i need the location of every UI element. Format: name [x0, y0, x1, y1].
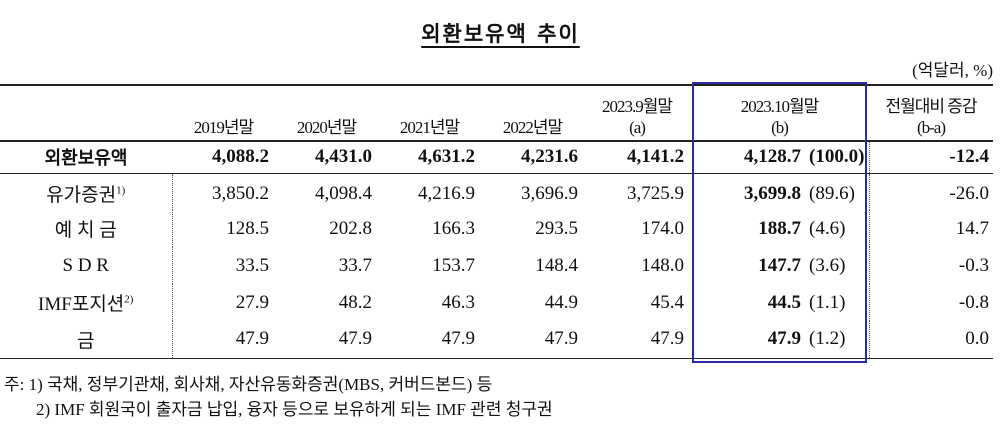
value-cell: 47.9 — [338, 328, 372, 350]
current-cell: 4,128.7 — [744, 146, 801, 168]
header-text: (b-a) — [916, 118, 946, 137]
row-label: IMF포지션2) — [0, 284, 173, 321]
footnote-mark: 2) — [124, 293, 134, 306]
value-cell: 47.9 — [441, 328, 475, 350]
note: 2) IMF 회원국이 출자금 납입, 융자 등으로 보유하게 되는 IMF 관… — [36, 400, 553, 419]
header-text: 2022년말 — [502, 118, 563, 137]
data-row: 예 치 금 128.5 202.8 166.3 293.5 174.0 188.7 (4.6)… — [0, 210, 993, 247]
value-cell: 148.4 — [535, 254, 578, 276]
row-label-text: 금 — [77, 330, 95, 352]
header-cell: 2019년말 — [172, 85, 275, 141]
current-cell: 188.7 — [758, 217, 801, 239]
unit: (억달러, %) — [912, 61, 993, 80]
share-cell: (4.6) — [809, 217, 846, 239]
value-cell: 47.9 — [235, 328, 269, 350]
row-label: 예 치 금 — [0, 210, 173, 247]
header-cell: 전월대비 증감 (b-a) — [869, 85, 993, 141]
header-text: 2023.10월말 — [740, 97, 820, 116]
value-cell: 148.0 — [641, 254, 684, 276]
value-cell: 174.0 — [641, 217, 684, 239]
value-cell: 27.9 — [235, 291, 269, 313]
change-cell: -0.8 — [868, 284, 993, 321]
value-cell: 4,141.2 — [627, 146, 684, 168]
value-cell: 47.9 — [544, 328, 578, 350]
share-cell: (1.2) — [809, 328, 846, 350]
share-cell: (3.6) — [809, 254, 846, 276]
total-row: 외환보유액 4,088.2 4,431.0 4,631.2 4,231.6 4,141.2… — [0, 141, 993, 173]
change-cell: -12.4 — [868, 141, 993, 173]
share-cell: (89.6) — [809, 182, 855, 204]
change-cell: 14.7 — [868, 210, 993, 247]
header-cell: 2021년말 — [378, 85, 481, 141]
value-cell: 153.7 — [432, 254, 475, 276]
value-cell: 33.5 — [235, 254, 269, 276]
header-text: 2020년말 — [296, 118, 357, 137]
row-label: S D R — [0, 247, 173, 284]
header-text: (b) — [771, 118, 789, 137]
data-row: 유가증권1) 3,850.2 4,098.4 4,216.9 3,696.9 3,725.… — [0, 173, 993, 210]
value-cell: 4,098.4 — [315, 182, 372, 204]
data-row: IMF포지션2) 27.9 48.2 46.3 44.9 45.4 44.5 (1.1) -0.… — [0, 284, 993, 321]
value-cell: 202.8 — [329, 217, 372, 239]
header-text: (a) — [629, 118, 646, 137]
data-row: S D R 33.5 33.7 153.7 148.4 148.0 147.7 (3.6) -0… — [0, 247, 993, 284]
value-cell: 166.3 — [432, 217, 475, 239]
title-text: 외환보유액 추이 — [421, 22, 580, 46]
data-row: 금 47.9 47.9 47.9 47.9 47.9 47.9 (1.2) 0.0 — [0, 321, 993, 358]
value-cell: 48.2 — [338, 291, 372, 313]
current-cell: 147.7 — [758, 254, 801, 276]
value-cell: 4,431.0 — [315, 146, 372, 168]
header-cell: 2023.10월말 (b) — [690, 85, 869, 141]
row-label-text: 유가증권 — [46, 185, 117, 207]
row-label-text: 외환보유액 — [44, 148, 128, 170]
row-label-text: S D R — [62, 254, 109, 276]
value-cell: 33.7 — [338, 254, 372, 276]
row-label: 유가증권1) — [0, 173, 173, 210]
value-cell: 45.4 — [650, 291, 684, 313]
value-cell: 4,231.6 — [521, 146, 578, 168]
current-cell: 47.9 — [767, 328, 801, 350]
change-cell: -0.3 — [868, 247, 993, 284]
reserve-table: 2019년말 2020년말 2021년말 2022년말 2023.9월말 (a) 2023.… — [0, 84, 993, 359]
header-row: 2019년말 2020년말 2021년말 2022년말 2023.9월말 (a) 2023.… — [0, 85, 993, 141]
header-text: 2023.9월말 — [601, 97, 673, 116]
title: 외환보유액 추이 — [0, 18, 1001, 48]
row-label: 외환보유액 — [0, 141, 172, 173]
value-cell: 4,631.2 — [418, 146, 475, 168]
header-text: 2021년말 — [399, 118, 460, 137]
value-cell: 47.9 — [650, 328, 684, 350]
value-cell: 4,216.9 — [418, 182, 475, 204]
share-cell: (1.1) — [809, 291, 846, 313]
value-cell: 44.9 — [544, 291, 578, 313]
header-text: 2019년말 — [193, 118, 254, 137]
value-cell: 3,850.2 — [212, 182, 269, 204]
header-cell: 2020년말 — [275, 85, 378, 141]
table-body: 외환보유액 4,088.2 4,431.0 4,631.2 4,231.6 4,141.2… — [0, 141, 993, 358]
row-label-text: IMF포지션 — [38, 294, 125, 315]
row-label: 금 — [0, 321, 173, 358]
value-cell: 4,088.2 — [212, 146, 269, 168]
header-cell: 2023.9월말 (a) — [584, 85, 690, 141]
footnote-mark: 1) — [116, 184, 126, 197]
value-cell: 128.5 — [226, 217, 269, 239]
current-cell: 44.5 — [767, 291, 801, 313]
value-cell: 293.5 — [535, 217, 578, 239]
current-cell: 3,699.8 — [744, 182, 801, 204]
value-cell: 3,696.9 — [521, 182, 578, 204]
note: 주: 1) 국채, 정부기관채, 회사채, 자산유동화증권(MBS, 커버드본드… — [4, 375, 493, 394]
share-cell: (100.0) — [809, 146, 865, 168]
value-cell: 3,725.9 — [627, 182, 684, 204]
header-cell — [0, 85, 172, 141]
header-cell: 2022년말 — [481, 85, 584, 141]
row-label-text: 예 치 금 — [54, 220, 117, 241]
change-cell: -26.0 — [868, 173, 993, 210]
value-cell: 46.3 — [441, 291, 475, 313]
header-text: 전월대비 증감 — [885, 97, 977, 116]
change-cell: 0.0 — [868, 321, 993, 358]
table-header: 2019년말 2020년말 2021년말 2022년말 2023.9월말 (a) 2023.… — [0, 85, 993, 141]
